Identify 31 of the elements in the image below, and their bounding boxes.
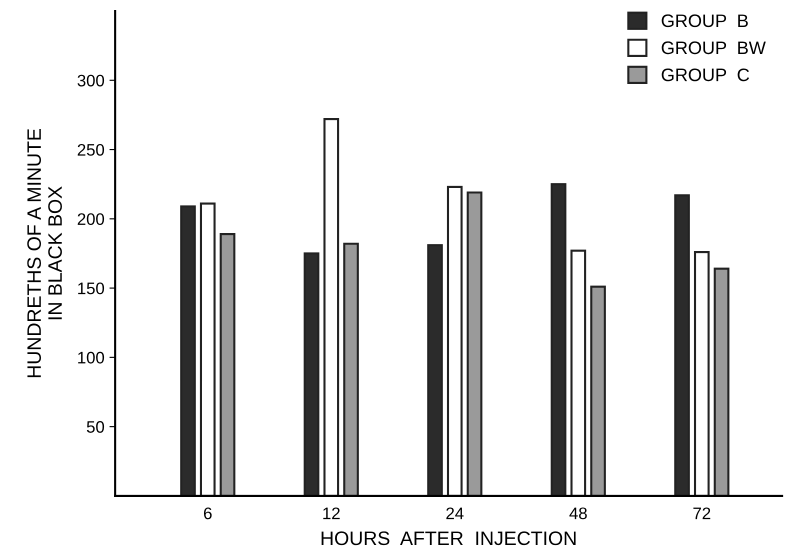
bar [200, 202, 216, 496]
x-tick-label: 24 [446, 507, 464, 520]
y-tick-label: 200 [78, 213, 104, 226]
bar [550, 183, 566, 496]
bar [220, 233, 236, 496]
bar [304, 252, 320, 496]
bar [694, 251, 710, 496]
x-tick-label: 12 [323, 507, 340, 520]
y-tick-label: 50 [86, 421, 104, 433]
y-tick-label: 250 [78, 144, 104, 156]
y-axis-title: HUNDRETHS OF A MINUTE IN BLACK BOX [27, 128, 62, 378]
x-tick-label: 6 [204, 507, 212, 520]
y-tick-label: 150 [78, 282, 104, 294]
legend-label: GROUP C [662, 68, 750, 82]
legend-label: GROUP BW [662, 41, 766, 54]
y-tick-label: 100 [78, 352, 104, 364]
bar [570, 250, 586, 496]
x-tick-label: 48 [569, 507, 587, 520]
bar [446, 186, 463, 496]
bar [180, 205, 196, 496]
x-tick-label: 72 [693, 507, 710, 520]
bar [323, 118, 340, 496]
bar [466, 191, 482, 496]
legend-label: GROUP B [662, 14, 748, 28]
bar [590, 286, 606, 496]
bar [674, 194, 690, 496]
y-tick-label: 300 [78, 74, 104, 86]
bar [714, 268, 730, 496]
x-axis-title: HOURS AFTER INJECTION [322, 531, 576, 546]
bar [427, 244, 443, 496]
bar [343, 242, 359, 496]
